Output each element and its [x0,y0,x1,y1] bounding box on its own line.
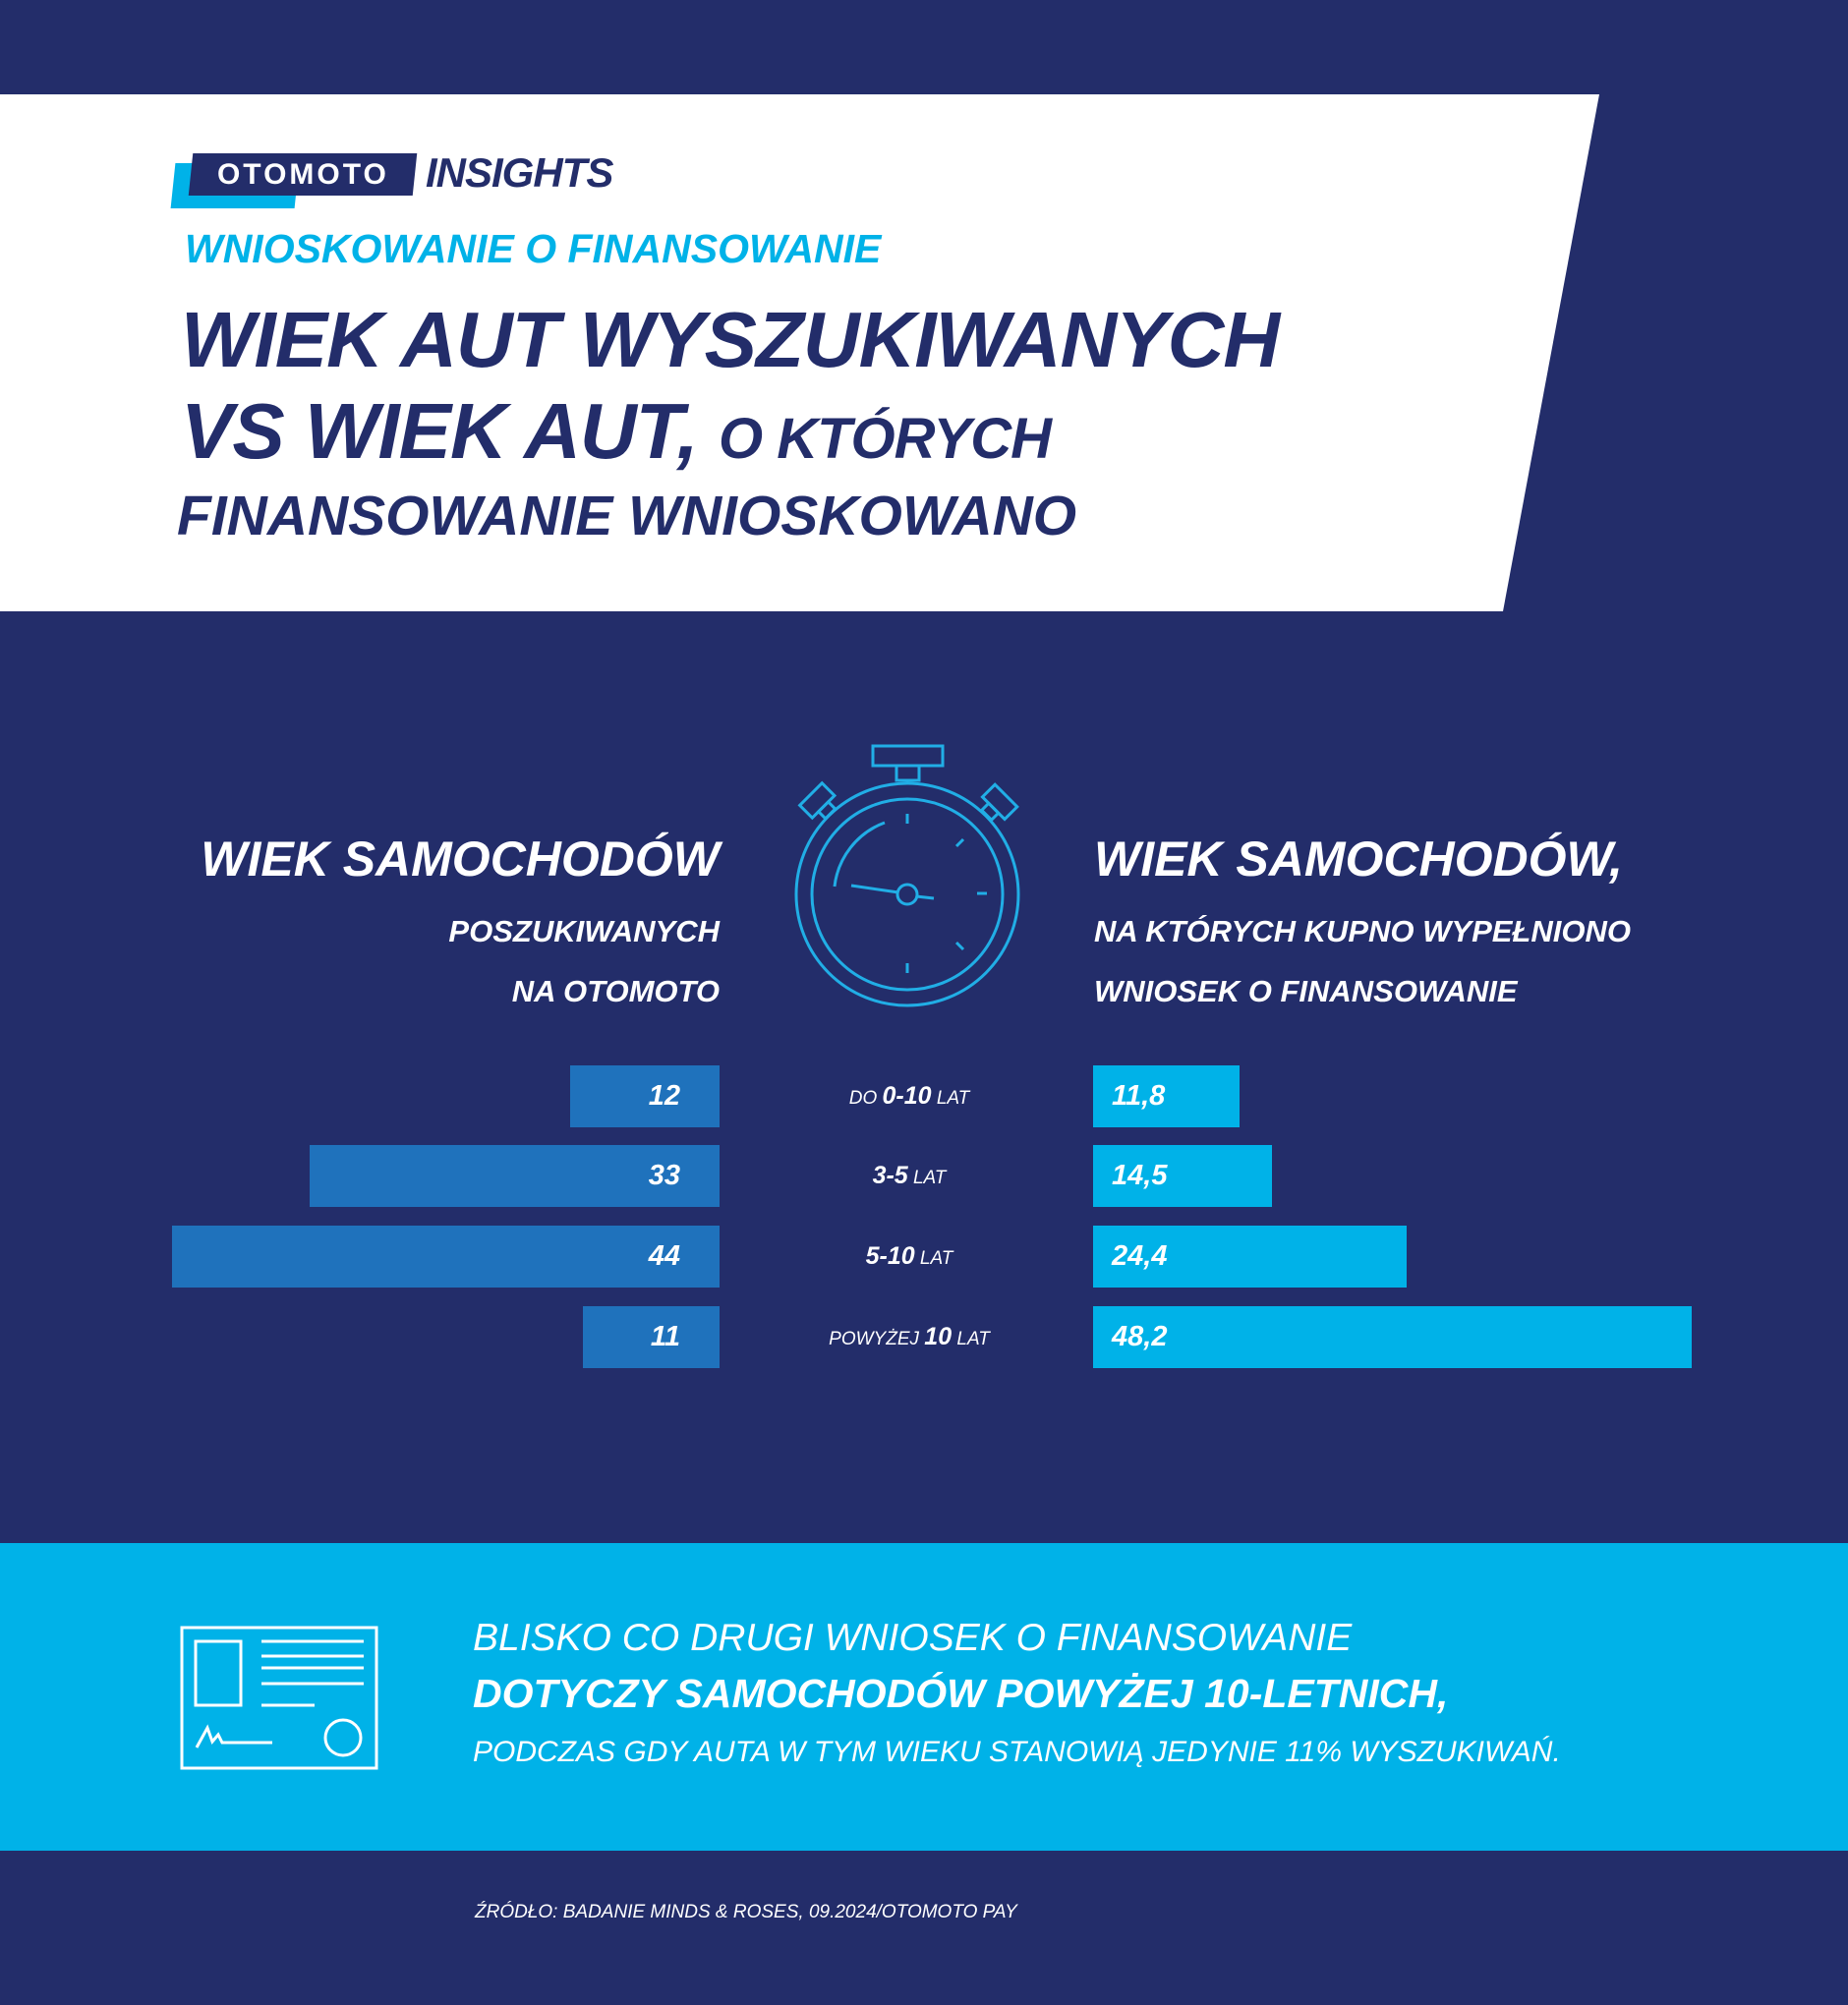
bar-value: 14,5 [1112,1160,1168,1191]
callout-line1: BLISKO CO DRUGI WNIOSEK O FINANSOWANIE [473,1617,1353,1659]
category-suffix: LAT [952,1329,990,1349]
left-column-title: WIEK SAMOCHODÓW [201,831,720,887]
bar-value: 24,4 [1112,1240,1168,1272]
bar-value: 48,2 [1112,1321,1168,1352]
logo-otomoto: OTOMOTO [188,153,418,196]
bar-searched-3: 11 [583,1306,720,1368]
page-title-line3: FINANSOWANIE WNIOSKOWANO [177,485,1077,547]
category-label-2: 5-10 LAT [747,1242,1071,1271]
title-line2-small: O KTÓRYCH [719,407,1052,471]
document-card-icon [180,1626,378,1770]
callout-line3: PODCZAS GDY AUTA W TYM WIEKU STANOWIĄ JE… [473,1736,1561,1768]
bar-value: 11,8 [1112,1080,1166,1112]
category-range: 0-10 [882,1082,932,1110]
category-range: 3-5 [872,1162,908,1189]
page-subtitle: WNIOSKOWANIE O FINANSOWANIE [185,226,882,271]
category-suffix: LAT [931,1088,970,1109]
category-label-0: DO 0-10 LAT [747,1082,1071,1111]
page-title-line1: WIEK AUT WYSZUKIWANYCH [181,296,1280,383]
right-column-line3: WNIOSEK O FINANSOWANIE [1094,974,1518,1008]
logo-insights-text: INSIGHTS [426,149,613,196]
logo-brand-text: OTOMOTO [216,157,389,191]
right-column-line2: NA KTÓRYCH KUPNO WYPEŁNIONO [1094,914,1631,948]
bar-searched-2: 44 [172,1226,720,1288]
category-range: 5-10 [865,1242,915,1270]
callout-line2: DOTYCZY SAMOCHODÓW POWYŻEJ 10-LETNICH, [473,1671,1449,1716]
bar-value: 11 [650,1321,680,1352]
category-suffix: LAT [914,1248,953,1269]
category-label-1: 3-5 LAT [747,1162,1071,1190]
left-column-line2: POSZUKIWANYCH [448,914,720,948]
bar-value: 33 [648,1160,680,1191]
bar-financing-1: 14,5 [1093,1145,1272,1207]
bar-searched-1: 33 [310,1145,720,1207]
category-range: 10 [924,1323,953,1350]
bar-value: 44 [648,1240,680,1272]
callout-band [0,1543,1848,1851]
bar-financing-0: 11,8 [1093,1065,1240,1127]
category-prefix: DO [848,1088,883,1109]
stopwatch-icon [794,744,1020,1007]
right-column-title: WIEK SAMOCHODÓW, [1094,831,1623,887]
category-label-3: POWYŻEJ 10 LAT [747,1323,1071,1351]
bar-value: 12 [648,1080,680,1112]
category-prefix: POWYŻEJ [829,1329,925,1349]
bar-financing-2: 24,4 [1093,1226,1407,1288]
bar-financing-3: 48,2 [1093,1306,1692,1368]
left-column-line3: NA OTOMOTO [511,974,720,1008]
page-title-line2: VS WIEK AUT, O KTÓRYCH [181,386,1052,477]
category-suffix: LAT [907,1168,947,1188]
source-note: ŹRÓDŁO: BADANIE MINDS & ROSES, 09.2024/O… [475,1902,1017,1922]
bar-searched-0: 12 [570,1065,720,1127]
title-line2-big: VS WIEK AUT, [181,387,699,475]
